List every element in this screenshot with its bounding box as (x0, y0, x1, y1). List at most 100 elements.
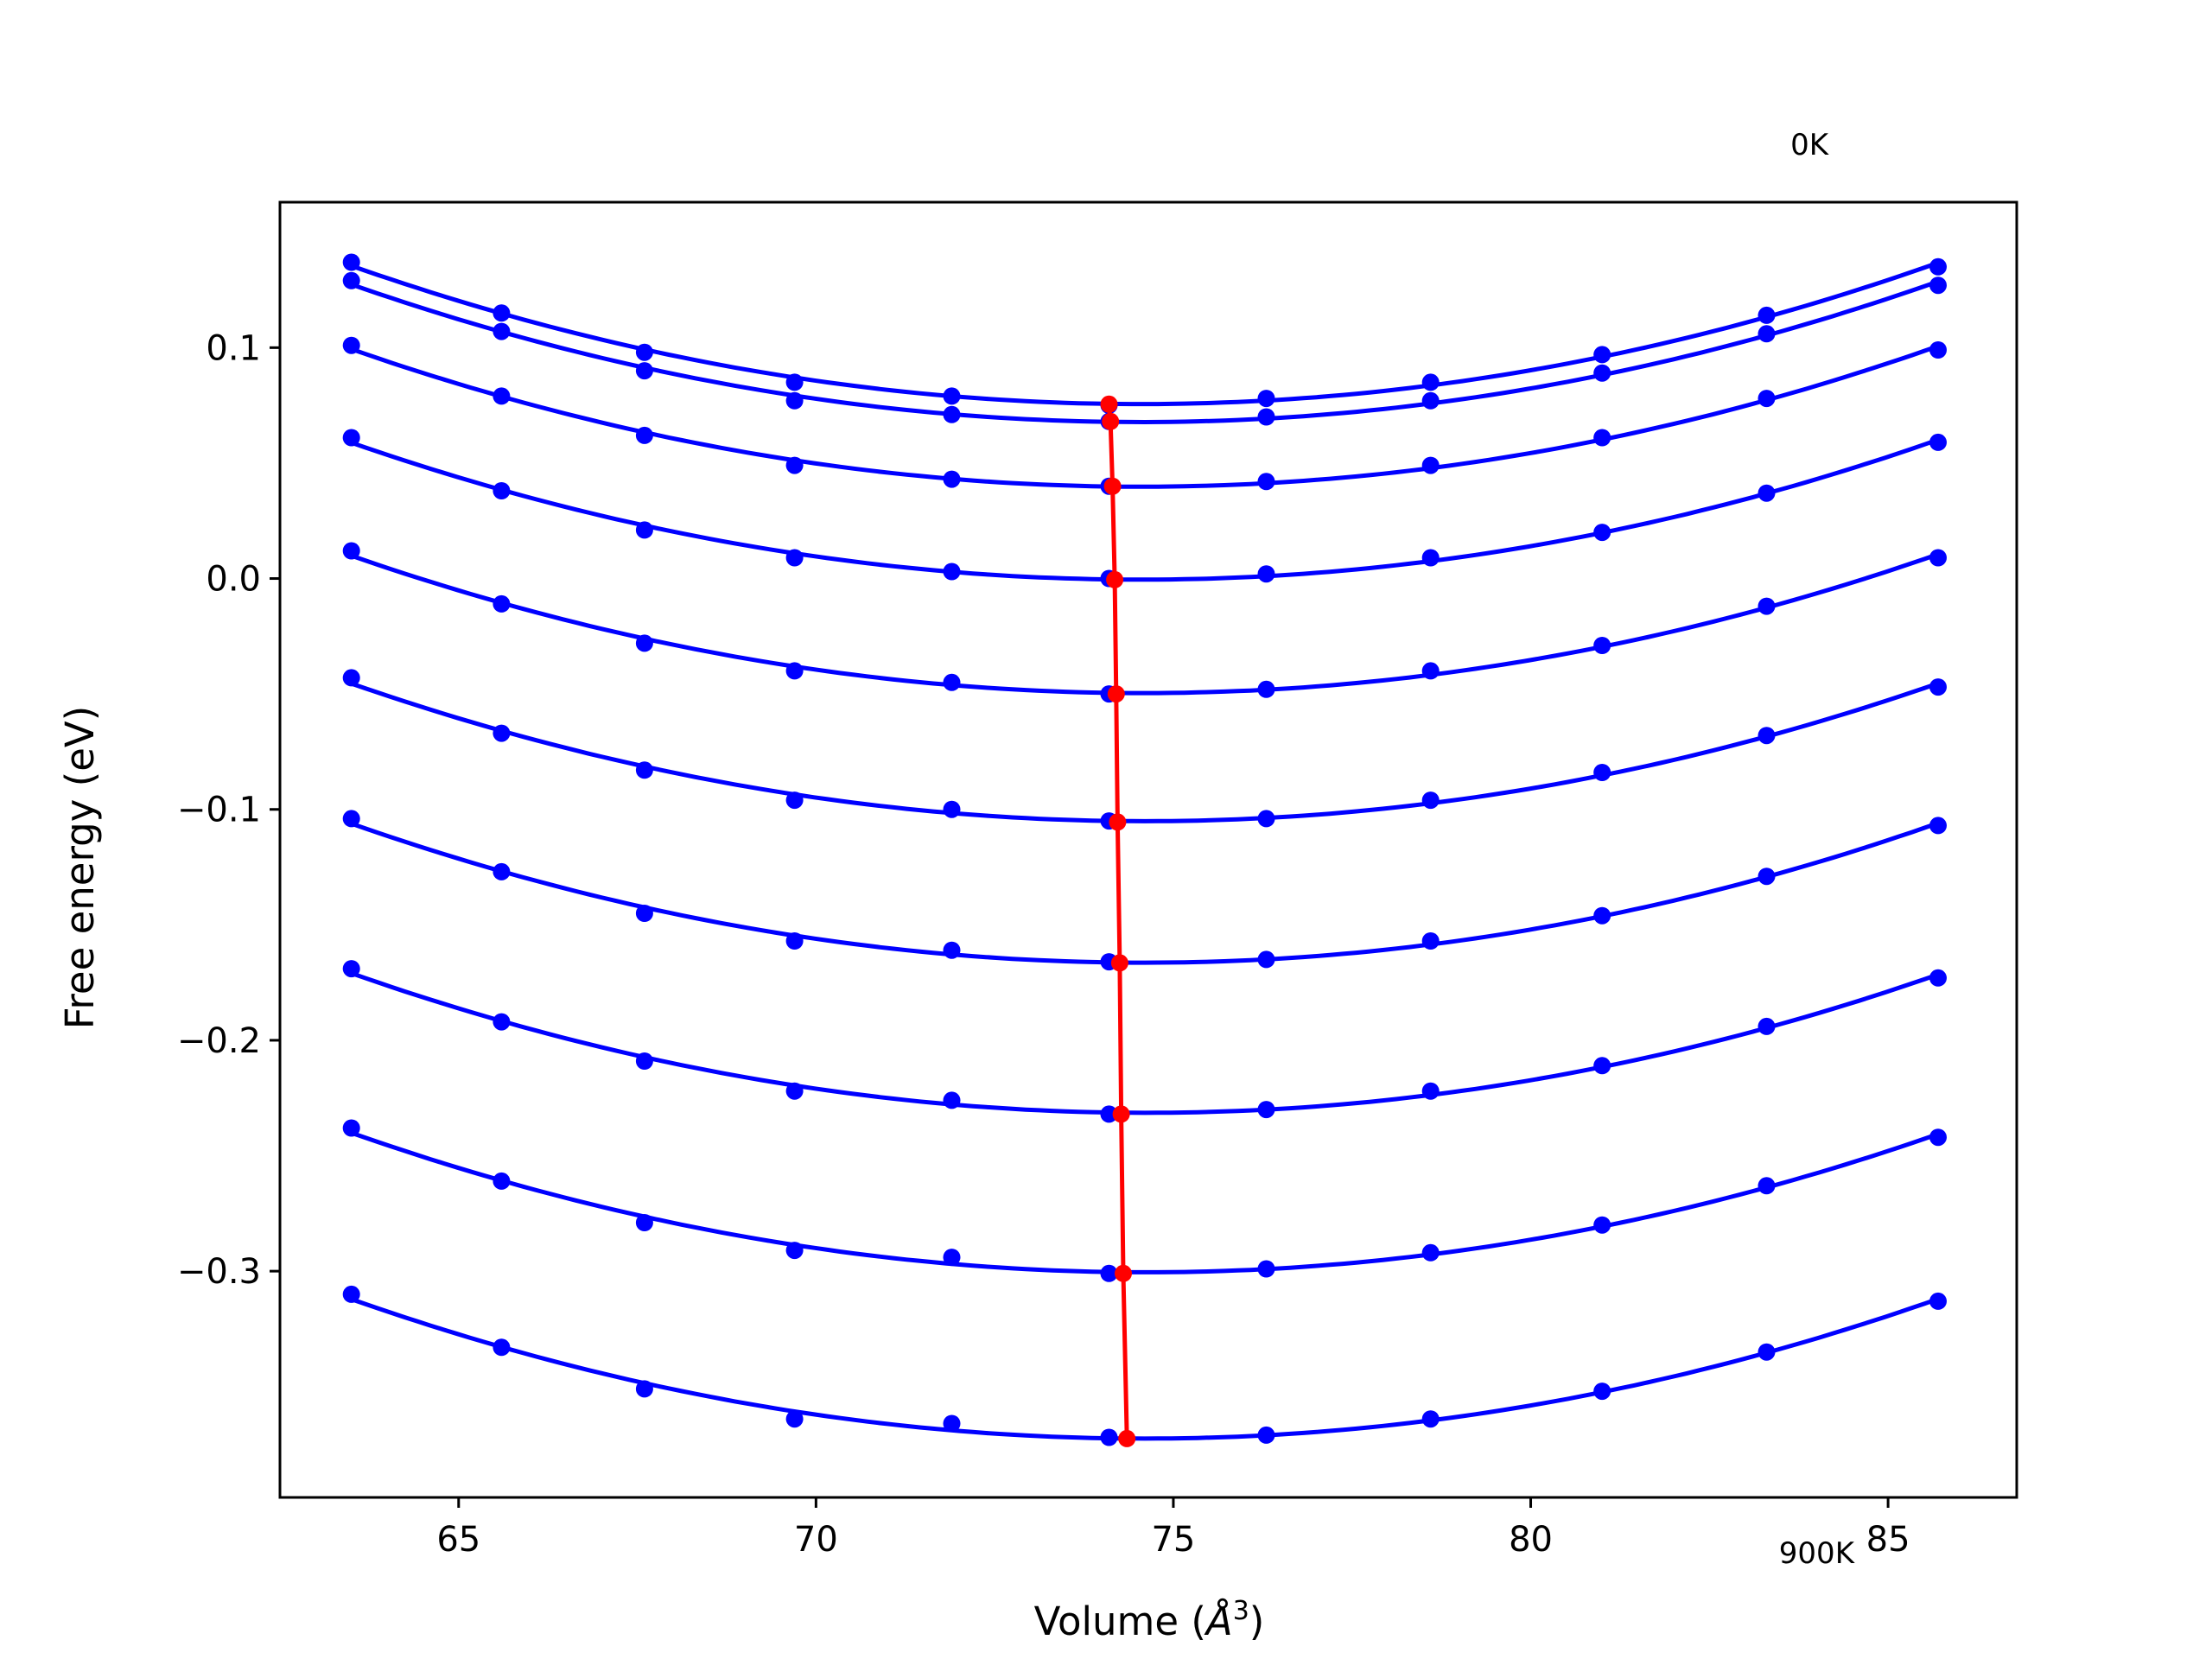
plot-frame (278, 200, 2018, 1499)
x-axis-label-suffix: ) (1249, 1599, 1265, 1644)
data-point (1421, 791, 1440, 810)
data-point (1100, 1105, 1118, 1123)
data-point (943, 673, 961, 691)
data-point (1257, 1426, 1275, 1444)
data-point (1758, 1343, 1776, 1361)
fit-curve-6 (350, 821, 1939, 965)
data-point (1257, 473, 1275, 491)
data-point (1593, 1216, 1611, 1234)
data-point (635, 761, 653, 779)
data-point (493, 724, 511, 742)
data-point (635, 343, 653, 361)
x-axis-label: Volume (Å3) (1034, 1596, 1265, 1644)
fit-curve-4 (350, 552, 1939, 696)
y-tick-label: −0.3 (177, 1252, 261, 1292)
data-point (342, 336, 360, 354)
data-point (1758, 1177, 1776, 1195)
x-tick-label: 85 (1866, 1520, 1910, 1560)
x-tick-label: 75 (1151, 1520, 1195, 1560)
data-point (493, 322, 511, 340)
y-tick-label: 0.0 (206, 560, 261, 600)
data-point (1593, 906, 1611, 925)
data-point (1421, 373, 1440, 391)
data-point (1421, 549, 1440, 567)
data-point (943, 941, 961, 959)
data-point (1421, 456, 1440, 474)
data-point (1593, 346, 1611, 364)
data-point (1929, 257, 1947, 276)
data-point (635, 521, 653, 539)
data-point (1593, 1057, 1611, 1075)
data-point (635, 1380, 653, 1398)
data-point (1593, 429, 1611, 447)
data-point (342, 1285, 360, 1303)
annotation-0k: 0K (1790, 128, 1830, 162)
data-point (342, 810, 360, 828)
data-point (1257, 950, 1275, 969)
data-point (1421, 1082, 1440, 1100)
minima-line (1107, 404, 1129, 1439)
data-point (1929, 341, 1947, 359)
data-point (342, 960, 360, 978)
data-point (785, 456, 804, 474)
data-point (1257, 680, 1275, 698)
x-axis-ticks: 65 70 75 80 85 (436, 1497, 1910, 1560)
x-tick-label: 65 (436, 1520, 480, 1560)
data-point (493, 1013, 511, 1031)
fit-curve-7 (350, 971, 1939, 1116)
data-point (1758, 306, 1776, 324)
data-point (1100, 1428, 1118, 1446)
data-point (493, 387, 511, 405)
minimum-point (1107, 685, 1125, 703)
x-axis-label-prefix: Volume ( (1034, 1599, 1206, 1644)
minimum-point (1112, 1105, 1130, 1123)
y-axis-ticks: 0.1 0.0 −0.1 −0.2 −0.3 (177, 328, 280, 1292)
data-point (1758, 325, 1776, 343)
data-point (1929, 678, 1947, 696)
data-point (1929, 969, 1947, 987)
data-point (1758, 484, 1776, 502)
data-point (342, 1119, 360, 1137)
data-point (1758, 1017, 1776, 1035)
data-point (785, 932, 804, 950)
data-point (493, 1172, 511, 1190)
y-tick-label: −0.2 (177, 1021, 261, 1061)
fit-curve-9 (350, 1296, 1939, 1441)
data-point (943, 1414, 961, 1433)
data-point (493, 862, 511, 880)
data-point (493, 482, 511, 499)
data-point (1257, 1101, 1275, 1119)
data-point (1257, 565, 1275, 583)
minima-layer (1100, 395, 1136, 1447)
data-point (1593, 637, 1611, 654)
data-point (1421, 662, 1440, 680)
fit-curve-1 (350, 279, 1939, 425)
data-point (943, 470, 961, 488)
data-point (1421, 1243, 1440, 1262)
y-axis-label: Free energy (eV) (57, 706, 103, 1029)
data-point (493, 1338, 511, 1357)
minimum-point (1100, 395, 1118, 413)
data-point (493, 304, 511, 322)
data-point (1421, 391, 1440, 410)
minimum-point (1110, 954, 1128, 972)
data-point (1421, 1410, 1440, 1428)
data-point (943, 405, 961, 423)
fit-curve-8 (350, 1130, 1939, 1274)
data-point (943, 800, 961, 818)
fit-curve-3 (350, 437, 1939, 582)
data-point (1421, 932, 1440, 950)
data-point (635, 905, 653, 922)
data-point (1257, 810, 1275, 828)
data-point (1929, 1128, 1947, 1147)
annotation-900k: 900K (1779, 1536, 1856, 1571)
data-point (635, 634, 653, 652)
data-point (785, 791, 804, 810)
data-point (1257, 390, 1275, 408)
y-tick-label: −0.1 (177, 791, 261, 830)
data-point (342, 429, 360, 447)
data-point (785, 1242, 804, 1260)
data-point (1100, 1264, 1118, 1282)
